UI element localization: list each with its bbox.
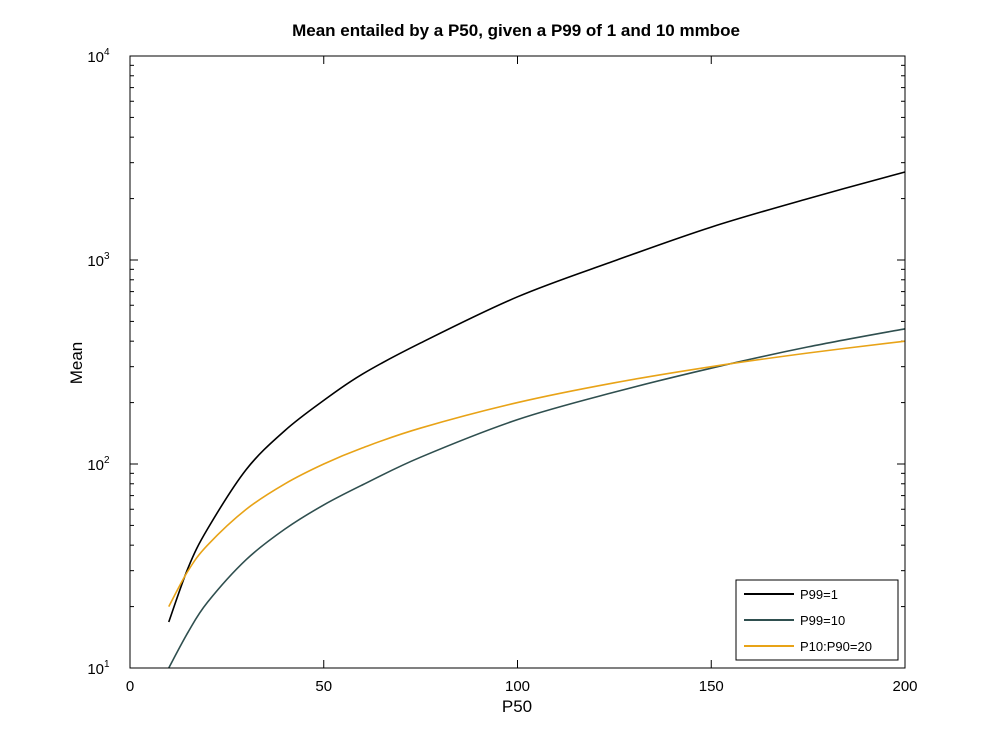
y-tick-base: 10 [87, 49, 104, 66]
y-tick-exponent: 1 [104, 659, 110, 670]
series-line-3 [168, 340, 906, 607]
y-tick-exponent: 2 [104, 455, 110, 466]
x-tick-label: 100 [505, 678, 530, 695]
legend-label: P99=1 [800, 587, 838, 602]
x-tick-label: 0 [126, 678, 134, 695]
legend-label: P10:P90=20 [800, 639, 872, 654]
x-tick-label: 200 [892, 678, 917, 695]
legend-label: P99=10 [800, 613, 845, 628]
y-tick-label: 10 [87, 253, 104, 270]
x-tick-label: 150 [699, 678, 724, 695]
chart-title: Mean entailed by a P50, given a P99 of 1… [292, 21, 740, 40]
y-tick-exponent: 3 [104, 251, 110, 262]
y-axis-label: Mean [67, 342, 86, 385]
series-group [167, 171, 906, 669]
y-tick-base: 10 [87, 253, 104, 270]
y-tick-exponent: 4 [104, 47, 110, 58]
series-line-2 [168, 328, 906, 669]
y-tick-base: 10 [87, 457, 104, 474]
y-tick-label: 10 [87, 49, 104, 66]
series-line-1 [167, 171, 906, 623]
x-tick-label: 50 [315, 678, 332, 695]
legend: P99=1 P99=10 P10:P90=20 [735, 579, 899, 661]
y-tick-label: 10 [87, 661, 104, 678]
y-tick-label: 10 [87, 457, 104, 474]
x-axis-label: P50 [502, 697, 532, 716]
y-tick-base: 10 [87, 661, 104, 678]
plot-frame [129, 55, 906, 669]
